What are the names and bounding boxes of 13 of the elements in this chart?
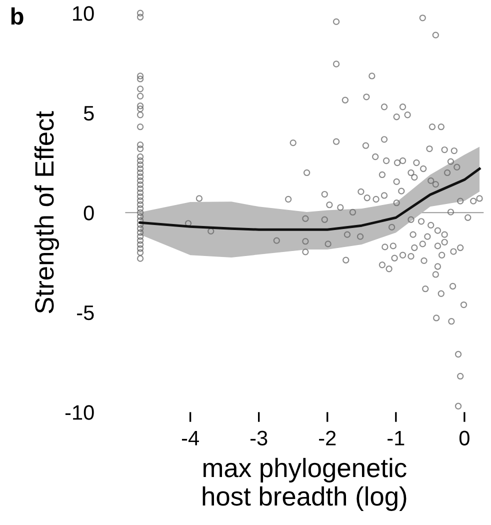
x-tick-label: -2	[319, 430, 336, 446]
x-tick-label: -3	[250, 430, 268, 446]
y-tick-label: -10	[65, 405, 94, 420]
x-axis-title: max phylogenetic host breadth (log)	[202, 458, 406, 511]
x-tick-label: -1	[388, 430, 404, 446]
y-tick-label: 5	[84, 106, 94, 121]
y-tick-label: 10	[73, 6, 94, 21]
text: b	[11, 7, 24, 25]
y-axis-title: Strength of Effect	[34, 111, 59, 314]
y-tick-label: -5	[77, 306, 94, 320]
x-tick-label: -4	[182, 430, 199, 446]
y-tick-label: 0	[84, 206, 94, 220]
x-tick-label: 0	[459, 430, 470, 446]
